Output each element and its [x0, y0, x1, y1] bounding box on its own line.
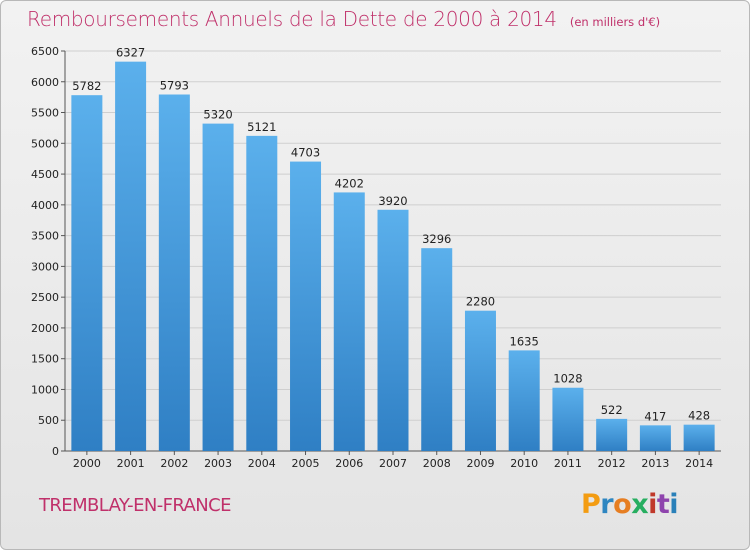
y-tick-label: 5000	[31, 137, 59, 150]
y-tick-label: 2000	[31, 322, 59, 335]
bar	[464, 310, 496, 451]
y-tick-label: 3000	[31, 260, 59, 273]
bar	[639, 425, 671, 451]
bar	[71, 95, 103, 451]
x-tick-label: 2011	[554, 457, 582, 470]
x-tick-label: 2006	[335, 457, 363, 470]
bar-value-label: 1635	[510, 334, 539, 348]
bar	[683, 424, 715, 451]
y-tick-label: 4500	[31, 168, 59, 181]
x-tick-label: 2007	[379, 457, 407, 470]
y-tick-label: 6500	[31, 45, 59, 58]
logo-letter: i	[669, 489, 679, 520]
x-tick-label: 2012	[598, 457, 626, 470]
bar	[115, 61, 147, 452]
y-tick-label: 1000	[31, 383, 59, 396]
bar	[246, 135, 278, 451]
bar	[333, 192, 365, 451]
chart-title-block: Remboursements Annuels de la Dette de 20…	[27, 7, 660, 31]
y-tick-label: 2500	[31, 291, 59, 304]
x-tick-label: 2001	[117, 457, 145, 470]
x-tick-label: 2002	[160, 457, 188, 470]
x-tick-label: 2008	[423, 457, 451, 470]
bar-value-label: 2280	[466, 295, 495, 309]
logo-letter: P	[581, 489, 601, 520]
bar	[377, 209, 409, 451]
y-tick-label: 3500	[31, 230, 59, 243]
bar-value-label: 5782	[72, 79, 101, 93]
x-tick-label: 2003	[204, 457, 232, 470]
bar-value-label: 3296	[422, 232, 451, 246]
y-tick-label: 6000	[31, 76, 59, 89]
bar-value-label: 3920	[378, 194, 407, 208]
bar-value-label: 522	[601, 403, 623, 417]
proxiti-logo[interactable]: Proxiti	[581, 489, 679, 520]
x-tick-label: 2010	[510, 457, 538, 470]
bar	[508, 350, 540, 451]
y-tick-label: 500	[38, 414, 59, 427]
x-tick-label: 2009	[466, 457, 494, 470]
chart-unit: (en milliers d'€)	[569, 15, 661, 29]
chart-title: Remboursements Annuels de la Dette de 20…	[27, 7, 557, 31]
logo-letter: r	[600, 489, 614, 520]
bar-value-label: 4202	[335, 176, 364, 190]
y-tick-label: 1500	[31, 353, 59, 366]
x-tick-label: 2005	[292, 457, 320, 470]
x-tick-label: 2013	[641, 457, 669, 470]
bar-value-label: 6327	[116, 46, 145, 60]
y-tick-label: 4000	[31, 199, 59, 212]
bar	[290, 161, 322, 452]
logo-letter: o	[613, 489, 632, 520]
logo-letter: t	[656, 489, 670, 520]
bar-value-label: 1028	[553, 372, 582, 386]
logo-letter: i	[648, 489, 657, 520]
bar	[158, 94, 190, 451]
x-tick-label: 2004	[248, 457, 276, 470]
bar-value-label: 5793	[160, 79, 189, 93]
bar-value-label: 428	[688, 409, 710, 423]
x-tick-label: 2000	[73, 457, 101, 470]
x-tick-label: 2014	[685, 457, 713, 470]
bar-value-label: 5320	[203, 108, 232, 122]
bar	[552, 387, 584, 451]
bar-value-label: 4703	[291, 146, 320, 160]
bar	[202, 123, 234, 451]
city-name: TREMBLAY-EN-FRANCE	[39, 495, 231, 516]
bar-value-label: 5121	[247, 120, 276, 134]
bar	[421, 248, 453, 451]
y-tick-label: 5500	[31, 107, 59, 120]
bar-value-label: 417	[644, 409, 666, 423]
bar	[596, 418, 628, 451]
logo-letter: x	[631, 489, 649, 520]
y-tick-label: 0	[52, 445, 59, 458]
